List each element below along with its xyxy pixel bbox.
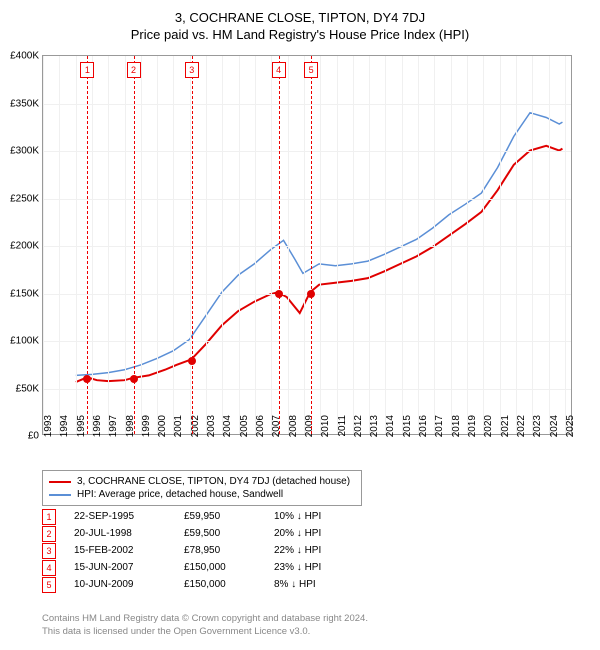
x-tick-label: 2019 bbox=[467, 415, 478, 445]
chart-area: £0£50K£100K£150K£200K£250K£300K£350K£400… bbox=[42, 55, 572, 435]
transaction-number: 2 bbox=[42, 526, 56, 542]
marker-dot bbox=[83, 375, 91, 383]
x-tick-label: 2023 bbox=[532, 415, 543, 445]
marker-dot bbox=[188, 357, 196, 365]
marker-vline bbox=[311, 56, 312, 434]
transaction-hpi-diff: 22% ↓ HPI bbox=[274, 545, 364, 556]
marker-number-box: 5 bbox=[304, 62, 318, 78]
y-tick-label: £400K bbox=[1, 51, 39, 62]
x-tick-label: 2024 bbox=[549, 415, 560, 445]
footer-line-1: Contains HM Land Registry data © Crown c… bbox=[42, 613, 368, 625]
legend-swatch bbox=[49, 481, 71, 483]
x-tick-label: 2005 bbox=[239, 415, 250, 445]
x-tick-label: 2020 bbox=[483, 415, 494, 445]
x-tick-label: 2006 bbox=[255, 415, 266, 445]
transaction-row: 5 10-JUN-2009£150,0008% ↓ HPI bbox=[42, 576, 364, 593]
chart-container: 3, COCHRANE CLOSE, TIPTON, DY4 7DJ Price… bbox=[0, 0, 600, 650]
marker-dot bbox=[130, 375, 138, 383]
x-tick-label: 2000 bbox=[157, 415, 168, 445]
marker-vline bbox=[279, 56, 280, 434]
x-tick-label: 2009 bbox=[304, 415, 315, 445]
x-tick-label: 1999 bbox=[141, 415, 152, 445]
legend-row: HPI: Average price, detached house, Sand… bbox=[49, 488, 355, 501]
transaction-hpi-diff: 23% ↓ HPI bbox=[274, 562, 364, 573]
x-tick-label: 2004 bbox=[222, 415, 233, 445]
plot-region: £0£50K£100K£150K£200K£250K£300K£350K£400… bbox=[42, 55, 572, 435]
transaction-price: £59,500 bbox=[184, 528, 274, 539]
y-tick-label: £0 bbox=[1, 431, 39, 442]
x-tick-label: 2017 bbox=[434, 415, 445, 445]
x-tick-label: 1993 bbox=[43, 415, 54, 445]
transaction-date: 15-FEB-2002 bbox=[74, 545, 184, 556]
transaction-hpi-diff: 10% ↓ HPI bbox=[274, 511, 364, 522]
x-tick-label: 2021 bbox=[500, 415, 511, 445]
marker-number-box: 1 bbox=[80, 62, 94, 78]
transaction-date: 10-JUN-2009 bbox=[74, 579, 184, 590]
marker-number-box: 4 bbox=[272, 62, 286, 78]
transaction-price: £150,000 bbox=[184, 562, 274, 573]
x-tick-label: 2025 bbox=[565, 415, 576, 445]
y-tick-label: £300K bbox=[1, 146, 39, 157]
footer-attribution: Contains HM Land Registry data © Crown c… bbox=[42, 613, 368, 638]
x-tick-label: 2010 bbox=[320, 415, 331, 445]
transaction-number: 3 bbox=[42, 543, 56, 559]
transaction-price: £150,000 bbox=[184, 579, 274, 590]
y-tick-label: £250K bbox=[1, 193, 39, 204]
x-tick-label: 2003 bbox=[206, 415, 217, 445]
x-tick-label: 2014 bbox=[385, 415, 396, 445]
y-tick-label: £50K bbox=[1, 383, 39, 394]
x-tick-label: 1994 bbox=[59, 415, 70, 445]
legend-swatch bbox=[49, 494, 71, 496]
series-line bbox=[76, 113, 563, 376]
transaction-date: 22-SEP-1995 bbox=[74, 511, 184, 522]
line-layer bbox=[43, 56, 571, 434]
transactions-table: 1 22-SEP-1995£59,95010% ↓ HPI 2 20-JUL-1998… bbox=[42, 508, 364, 593]
y-tick-label: £100K bbox=[1, 336, 39, 347]
x-tick-label: 2007 bbox=[271, 415, 282, 445]
marker-dot bbox=[307, 290, 315, 298]
legend-label: 3, COCHRANE CLOSE, TIPTON, DY4 7DJ (deta… bbox=[77, 476, 350, 487]
title-sub: Price paid vs. HM Land Registry's House … bbox=[0, 25, 600, 42]
transaction-date: 20-JUL-1998 bbox=[74, 528, 184, 539]
x-tick-label: 2015 bbox=[402, 415, 413, 445]
marker-number-box: 3 bbox=[185, 62, 199, 78]
x-tick-label: 2022 bbox=[516, 415, 527, 445]
x-tick-label: 2001 bbox=[173, 415, 184, 445]
transaction-price: £78,950 bbox=[184, 545, 274, 556]
legend-box: 3, COCHRANE CLOSE, TIPTON, DY4 7DJ (deta… bbox=[42, 470, 362, 506]
x-tick-label: 1997 bbox=[108, 415, 119, 445]
transaction-row: 1 22-SEP-1995£59,95010% ↓ HPI bbox=[42, 508, 364, 525]
transaction-hpi-diff: 8% ↓ HPI bbox=[274, 579, 364, 590]
x-tick-label: 1995 bbox=[76, 415, 87, 445]
x-tick-label: 2016 bbox=[418, 415, 429, 445]
marker-dot bbox=[275, 290, 283, 298]
y-tick-label: £350K bbox=[1, 98, 39, 109]
transaction-number: 5 bbox=[42, 577, 56, 593]
x-tick-label: 2011 bbox=[337, 415, 348, 445]
transaction-number: 4 bbox=[42, 560, 56, 576]
title-main: 3, COCHRANE CLOSE, TIPTON, DY4 7DJ bbox=[0, 0, 600, 25]
transaction-row: 2 20-JUL-1998£59,50020% ↓ HPI bbox=[42, 525, 364, 542]
x-tick-label: 1996 bbox=[92, 415, 103, 445]
footer-line-2: This data is licensed under the Open Gov… bbox=[42, 626, 368, 638]
transaction-number: 1 bbox=[42, 509, 56, 525]
y-tick-label: £200K bbox=[1, 241, 39, 252]
legend-label: HPI: Average price, detached house, Sand… bbox=[77, 489, 283, 500]
x-tick-label: 2008 bbox=[288, 415, 299, 445]
marker-vline bbox=[192, 56, 193, 434]
x-tick-label: 2013 bbox=[369, 415, 380, 445]
marker-number-box: 2 bbox=[127, 62, 141, 78]
transaction-date: 15-JUN-2007 bbox=[74, 562, 184, 573]
transaction-hpi-diff: 20% ↓ HPI bbox=[274, 528, 364, 539]
transaction-price: £59,950 bbox=[184, 511, 274, 522]
legend-row: 3, COCHRANE CLOSE, TIPTON, DY4 7DJ (deta… bbox=[49, 475, 355, 488]
x-tick-label: 2012 bbox=[353, 415, 364, 445]
transaction-row: 4 15-JUN-2007£150,00023% ↓ HPI bbox=[42, 559, 364, 576]
y-tick-label: £150K bbox=[1, 288, 39, 299]
transaction-row: 3 15-FEB-2002£78,95022% ↓ HPI bbox=[42, 542, 364, 559]
x-tick-label: 2018 bbox=[451, 415, 462, 445]
